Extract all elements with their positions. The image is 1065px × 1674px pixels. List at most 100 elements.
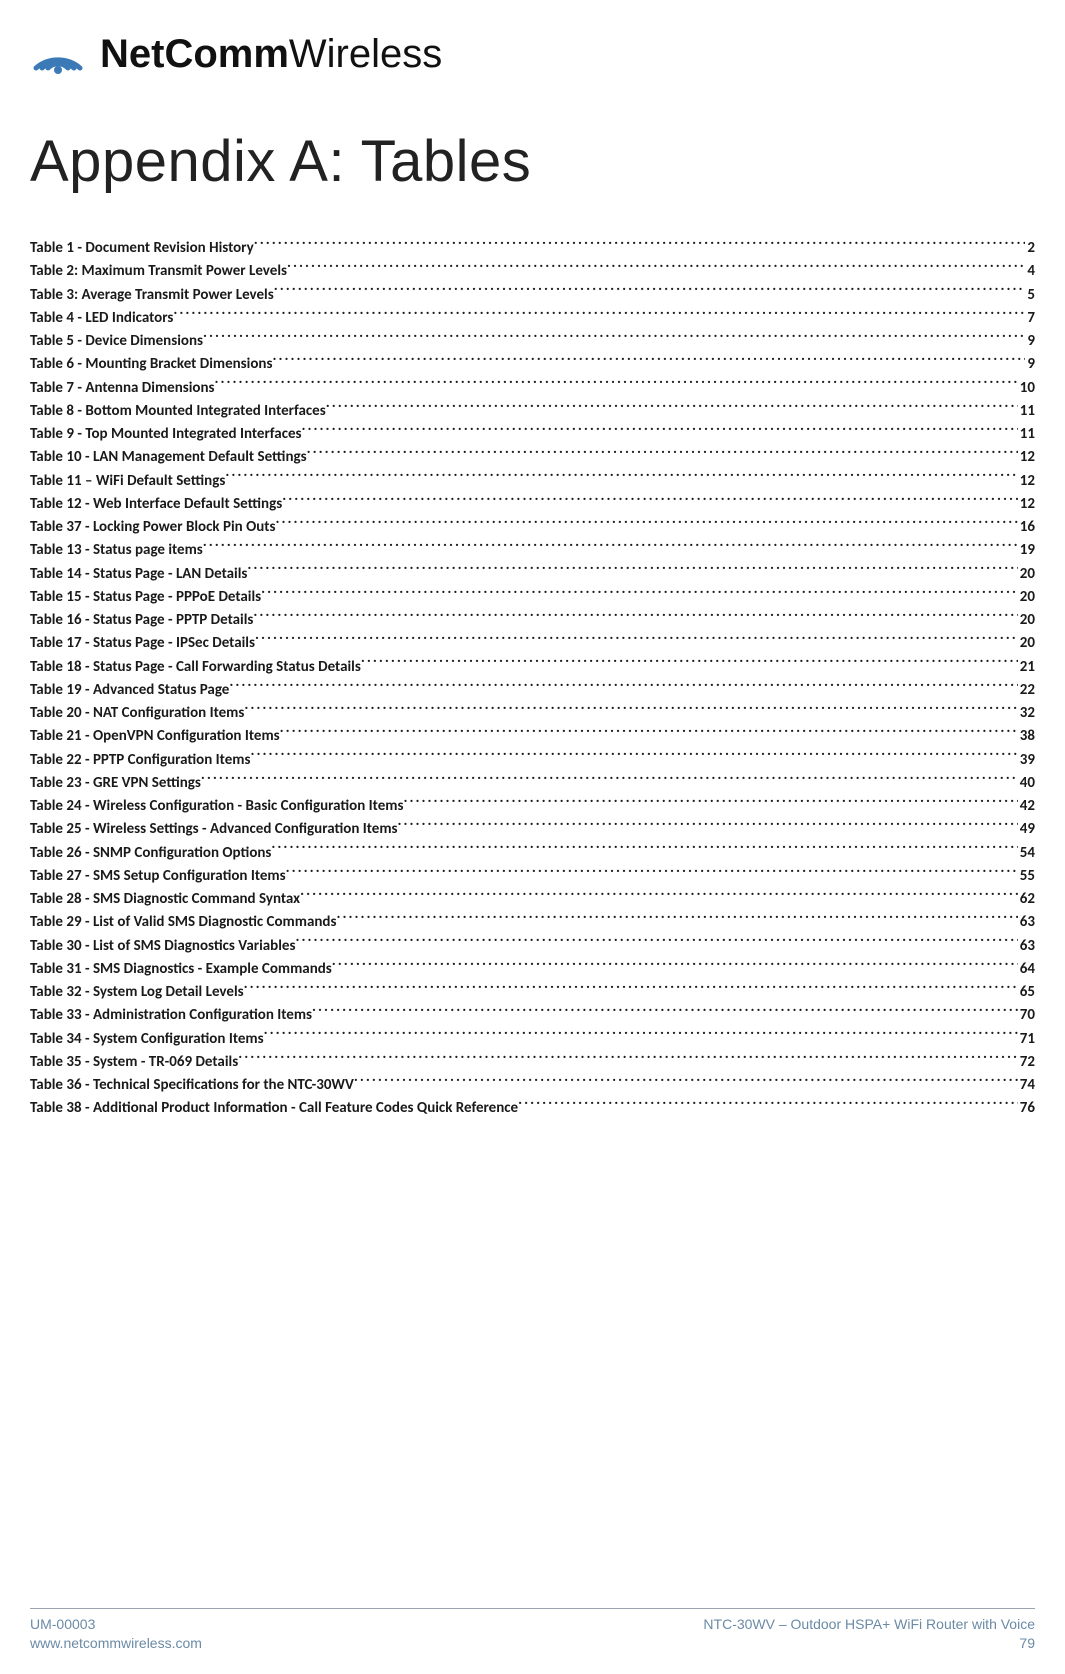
toc-label: Table 8 - Bottom Mounted Integrated Inte… [30,400,326,423]
toc-entry[interactable]: Table 29 - List of Valid SMS Diagnostic … [30,911,1035,934]
toc-page-number: 42 [1018,795,1035,818]
toc-entry[interactable]: Table 6 - Mounting Bracket Dimensions 9 [30,353,1035,376]
toc-label: Table 21 - OpenVPN Configuration Items [30,725,280,748]
toc-label: Table 7 - Antenna Dimensions [30,377,215,400]
toc-page-number: 63 [1018,935,1035,958]
toc-entry[interactable]: Table 19 - Advanced Status Page 22 [30,679,1035,702]
toc-leader-dots [255,632,1018,647]
toc-entry[interactable]: Table 36 - Technical Specifications for … [30,1074,1035,1097]
toc-entry[interactable]: Table 24 - Wireless Configuration - Basi… [30,795,1035,818]
toc-leader-dots [261,586,1018,601]
toc-entry[interactable]: Table 28 - SMS Diagnostic Command Syntax… [30,888,1035,911]
toc-label: Table 5 - Device Dimensions [30,330,203,353]
toc-label: Table 28 - SMS Diagnostic Command Syntax [30,888,300,911]
toc-entry[interactable]: Table 23 - GRE VPN Settings 40 [30,772,1035,795]
toc-label: Table 16 - Status Page - PPTP Details [30,609,253,632]
toc-entry[interactable]: Table 7 - Antenna Dimensions 10 [30,377,1035,400]
toc-entry[interactable]: Table 11 – WiFi Default Settings 12 [30,470,1035,493]
toc-leader-dots [361,656,1018,671]
toc-page-number: 62 [1018,888,1035,911]
toc-leader-dots [398,818,1018,833]
toc-leader-dots [244,981,1018,996]
toc-page-number: 11 [1018,400,1035,423]
toc-entry[interactable]: Table 16 - Status Page - PPTP Details 20 [30,609,1035,632]
toc-page-number: 20 [1018,632,1035,655]
toc-page-number: 76 [1018,1097,1035,1120]
toc-leader-dots [201,772,1018,787]
toc-entry[interactable]: Table 35 - System - TR-069 Details 72 [30,1051,1035,1074]
toc-page-number: 71 [1018,1028,1035,1051]
toc-entry[interactable]: Table 34 - System Configuration Items 71 [30,1028,1035,1051]
toc-leader-dots [300,888,1018,903]
toc-label: Table 17 - Status Page - IPSec Details [30,632,255,655]
toc-page-number: 12 [1018,446,1035,469]
toc-entry[interactable]: Table 12 - Web Interface Default Setting… [30,493,1035,516]
toc-entry[interactable]: Table 1 - Document Revision History 2 [30,237,1035,260]
toc-entry[interactable]: Table 14 - Status Page - LAN Details 20 [30,563,1035,586]
toc-label: Table 37 - Locking Power Block Pin Outs [30,516,275,539]
toc-page-number: 49 [1018,818,1035,841]
toc-entry[interactable]: Table 38 - Additional Product Informatio… [30,1097,1035,1120]
toc-entry[interactable]: Table 26 - SNMP Configuration Options54 [30,842,1035,865]
toc-leader-dots [225,470,1017,485]
toc-page-number: 12 [1018,493,1035,516]
toc-page-number: 19 [1018,539,1035,562]
toc-entry[interactable]: Table 15 - Status Page - PPPoE Details 2… [30,586,1035,609]
toc-leader-dots [247,563,1017,578]
toc-label: Table 20 - NAT Configuration Items [30,702,244,725]
toc-entry[interactable]: Table 13 - Status page items 19 [30,539,1035,562]
toc-label: Table 6 - Mounting Bracket Dimensions [30,353,272,376]
toc-leader-dots [203,539,1018,554]
footer-left: UM-00003 www.netcommwireless.com [30,1615,202,1654]
brand-word-light: Wireless [289,32,442,77]
toc-label: Table 10 - LAN Management Default Settin… [30,446,307,469]
toc-entry[interactable]: Table 17 - Status Page - IPSec Details 2… [30,632,1035,655]
toc-leader-dots [253,609,1017,624]
toc-page-number: 2 [1025,237,1035,260]
toc-entry[interactable]: Table 9 - Top Mounted Integrated Interfa… [30,423,1035,446]
brand-wordmark: NetCommWireless [100,32,442,77]
toc-leader-dots [173,307,1025,322]
toc-leader-dots [203,330,1025,345]
toc-entry[interactable]: Table 22 - PPTP Configuration Items 39 [30,749,1035,772]
toc-entry[interactable]: Table 31 - SMS Diagnostics - Example Com… [30,958,1035,981]
toc-leader-dots [215,377,1018,392]
toc-leader-dots [254,237,1026,252]
footer-page-number: 79 [703,1634,1035,1654]
toc-entry[interactable]: Table 4 - LED Indicators 7 [30,307,1035,330]
toc-label: Table 19 - Advanced Status Page [30,679,229,702]
toc-entry[interactable]: Table 21 - OpenVPN Configuration Items 3… [30,725,1035,748]
toc-page-number: 9 [1025,330,1035,353]
toc-page-number: 70 [1018,1004,1035,1027]
toc-page-number: 54 [1018,842,1035,865]
toc-entry[interactable]: Table 27 - SMS Setup Configuration Items… [30,865,1035,888]
toc-leader-dots [287,260,1025,275]
toc-page-number: 20 [1018,609,1035,632]
toc-entry[interactable]: Table 30 - List of SMS Diagnostics Varia… [30,935,1035,958]
toc-entry[interactable]: Table 18 - Status Page - Call Forwarding… [30,656,1035,679]
toc-entry[interactable]: Table 32 - System Log Detail Levels 65 [30,981,1035,1004]
toc-entry[interactable]: Table 3: Average Transmit Power Levels 5 [30,284,1035,307]
toc-entry[interactable]: Table 33 - Administration Configuration … [30,1004,1035,1027]
toc-page-number: 20 [1018,586,1035,609]
toc-entry[interactable]: Table 2: Maximum Transmit Power Levels 4 [30,260,1035,283]
toc-entry[interactable]: Table 10 - LAN Management Default Settin… [30,446,1035,469]
toc-leader-dots [302,423,1018,438]
toc-entry[interactable]: Table 20 - NAT Configuration Items 32 [30,702,1035,725]
toc-label: Table 31 - SMS Diagnostics - Example Com… [30,958,332,981]
toc-label: Table 12 - Web Interface Default Setting… [30,493,282,516]
toc-page-number: 12 [1018,470,1035,493]
toc-entry[interactable]: Table 8 - Bottom Mounted Integrated Inte… [30,400,1035,423]
toc-label: Table 15 - Status Page - PPPoE Details [30,586,261,609]
brand-header: NetCommWireless [30,30,1035,78]
toc-label: Table 4 - LED Indicators [30,307,173,330]
table-of-contents: Table 1 - Document Revision History 2Tab… [30,237,1035,1121]
toc-label: Table 38 - Additional Product Informatio… [30,1097,518,1120]
toc-entry[interactable]: Table 25 - Wireless Settings - Advanced … [30,818,1035,841]
footer-row: UM-00003 www.netcommwireless.com NTC-30W… [30,1615,1035,1654]
toc-label: Table 34 - System Configuration Items [30,1028,264,1051]
toc-entry[interactable]: Table 37 - Locking Power Block Pin Outs1… [30,516,1035,539]
toc-label: Table 3: Average Transmit Power Levels [30,284,274,307]
toc-leader-dots [326,400,1018,415]
toc-entry[interactable]: Table 5 - Device Dimensions 9 [30,330,1035,353]
